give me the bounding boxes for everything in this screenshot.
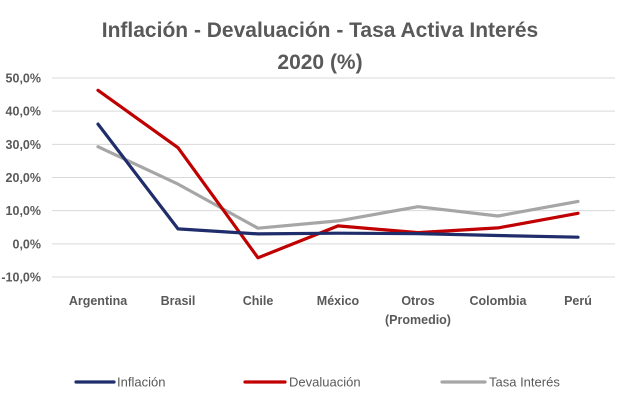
x-category-label: Perú — [564, 294, 592, 308]
chart-title: Inflación - Devaluación - Tasa Activa In… — [102, 19, 538, 74]
y-tick-label: 30,0% — [6, 138, 41, 152]
x-category-label: Chile — [243, 294, 274, 308]
y-tick-label: 40,0% — [6, 105, 41, 119]
y-axis-tick-labels: -10,0% 0,0% 10,0% 20,0% 30,0% 40,0% 50,0% — [1, 72, 41, 285]
series-line-tasa-inter-s — [96, 145, 580, 230]
gridlines — [52, 77, 615, 278]
x-category-label: Otros — [401, 294, 434, 308]
x-category-label: México — [317, 294, 360, 308]
y-tick-label: 50,0% — [6, 72, 41, 86]
y-tick-label: 20,0% — [6, 171, 41, 185]
x-category-label: (Promedio) — [385, 313, 451, 327]
legend-label: Inflación — [117, 375, 165, 390]
series-line-inflaci-n — [96, 122, 580, 239]
y-tick-label: -10,0% — [1, 271, 41, 285]
y-tick-label: 10,0% — [6, 204, 41, 218]
legend-label: Devaluación — [289, 375, 361, 390]
series-lines — [96, 88, 580, 260]
chart-title-line-1: Inflación - Devaluación - Tasa Activa In… — [102, 19, 538, 42]
legend: Inflación Devaluación Tasa Interés — [74, 375, 560, 390]
y-tick-label: 0,0% — [13, 237, 42, 251]
x-category-label: Argentina — [69, 294, 128, 308]
x-category-label: Colombia — [470, 294, 528, 308]
x-axis-category-labels: Argentina Brasil Chile México Otros (Promedio… — [69, 294, 592, 327]
legend-label: Tasa Interés — [489, 375, 560, 390]
chart-title-line-2: 2020 (%) — [277, 51, 362, 74]
series-line-devaluaci-n — [96, 88, 580, 260]
x-category-label: Brasil — [161, 294, 196, 308]
